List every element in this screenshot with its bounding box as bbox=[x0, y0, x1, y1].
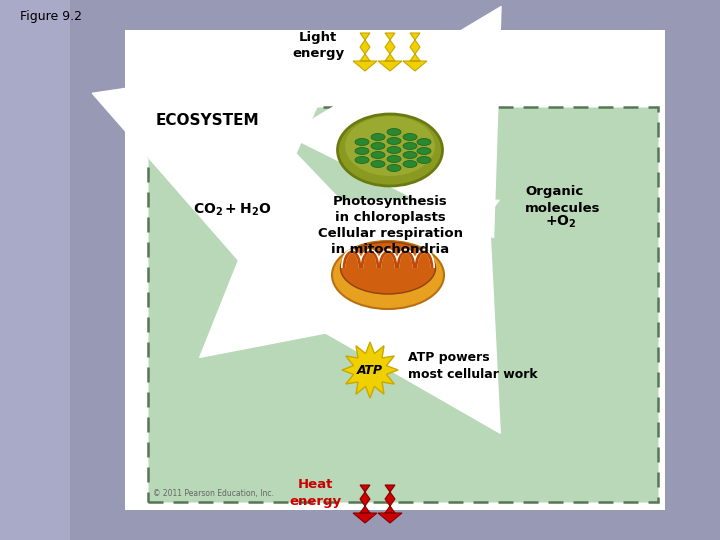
Ellipse shape bbox=[355, 147, 369, 154]
Text: Organic
molecules: Organic molecules bbox=[525, 186, 600, 214]
Ellipse shape bbox=[345, 116, 435, 176]
Ellipse shape bbox=[355, 138, 369, 145]
Ellipse shape bbox=[387, 138, 401, 145]
Ellipse shape bbox=[371, 152, 385, 159]
Ellipse shape bbox=[403, 143, 417, 150]
Ellipse shape bbox=[387, 129, 401, 136]
Ellipse shape bbox=[417, 138, 431, 145]
Ellipse shape bbox=[341, 242, 436, 294]
Ellipse shape bbox=[403, 152, 417, 159]
Bar bbox=[148, 107, 658, 502]
Ellipse shape bbox=[387, 165, 401, 172]
Text: Photosynthesis
in chloroplasts: Photosynthesis in chloroplasts bbox=[333, 195, 447, 224]
Ellipse shape bbox=[403, 133, 417, 140]
Ellipse shape bbox=[403, 160, 417, 167]
Bar bbox=[95, 0, 695, 540]
Ellipse shape bbox=[371, 160, 385, 167]
Ellipse shape bbox=[332, 241, 444, 309]
Text: $\mathbf{CO_2 + H_2O}$: $\mathbf{CO_2 + H_2O}$ bbox=[193, 202, 271, 218]
Text: Cellular respiration
in mitochondria: Cellular respiration in mitochondria bbox=[318, 227, 462, 256]
Ellipse shape bbox=[387, 156, 401, 163]
Ellipse shape bbox=[371, 143, 385, 150]
Ellipse shape bbox=[417, 157, 431, 164]
Text: Heat
energy: Heat energy bbox=[289, 478, 341, 508]
Ellipse shape bbox=[417, 147, 431, 154]
Text: Light
energy: Light energy bbox=[292, 30, 344, 59]
Polygon shape bbox=[353, 33, 377, 71]
Ellipse shape bbox=[387, 146, 401, 153]
Polygon shape bbox=[342, 342, 398, 398]
Text: ATP: ATP bbox=[357, 363, 383, 376]
Text: $\mathbf{+ O_2}$: $\mathbf{+ O_2}$ bbox=[545, 214, 577, 230]
Bar bbox=[125, 30, 665, 510]
Polygon shape bbox=[353, 485, 377, 523]
Ellipse shape bbox=[355, 157, 369, 164]
Polygon shape bbox=[403, 33, 427, 71]
Bar bbox=[115, 0, 670, 540]
Text: ECOSYSTEM: ECOSYSTEM bbox=[156, 113, 260, 128]
Ellipse shape bbox=[338, 114, 443, 186]
Text: Figure 9.2: Figure 9.2 bbox=[20, 10, 82, 23]
Polygon shape bbox=[378, 485, 402, 523]
Ellipse shape bbox=[371, 133, 385, 140]
Text: ATP powers
most cellular work: ATP powers most cellular work bbox=[408, 351, 538, 381]
Text: © 2011 Pearson Education, Inc.: © 2011 Pearson Education, Inc. bbox=[153, 489, 274, 498]
Polygon shape bbox=[378, 33, 402, 71]
